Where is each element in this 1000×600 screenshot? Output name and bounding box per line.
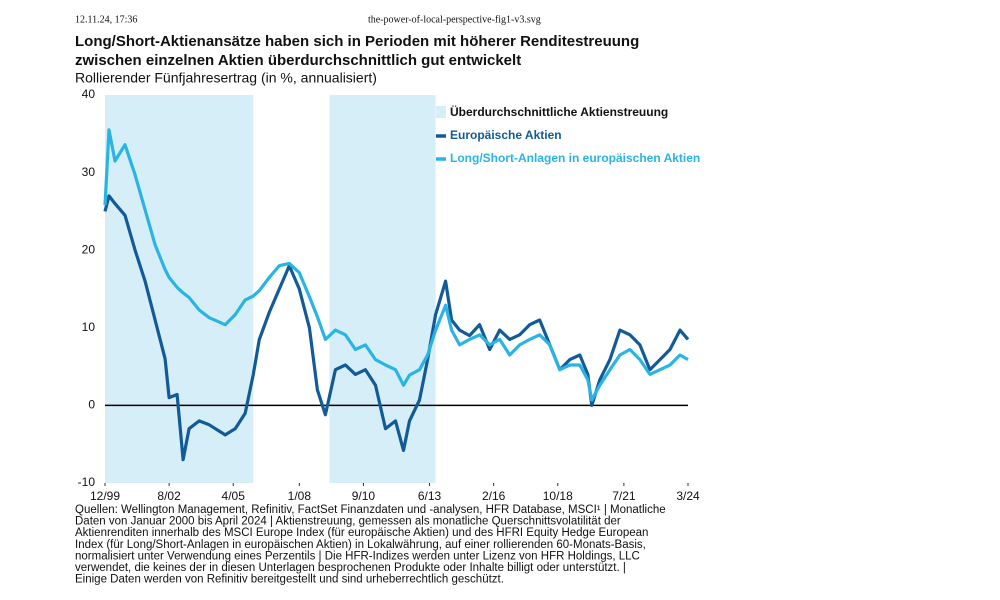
y-tick-label: 20 (82, 242, 96, 256)
x-tick-label: 12/99 (90, 489, 120, 503)
source-note: Aktienrenditen innerhalb des MSCI Europe… (75, 527, 648, 539)
x-tick-label: 1/08 (288, 489, 312, 503)
legend-swatch (436, 106, 446, 118)
x-tick-label: 10/18 (543, 489, 573, 503)
x-tick-label: 3/24 (676, 489, 700, 503)
source-note: Daten von Januar 2000 bis April 2024 | A… (75, 516, 621, 528)
source-note: normalisiert unter Verwendung eines Perz… (75, 550, 640, 562)
x-tick-label: 7/21 (612, 489, 636, 503)
y-tick-label: 40 (82, 87, 96, 101)
y-tick-label: 10 (82, 320, 96, 334)
x-tick-label: 8/02 (157, 489, 181, 503)
legend-label: Europäische Aktien (450, 128, 562, 142)
source-note: verwendet, die keines der in diesen Unte… (75, 562, 626, 574)
y-tick-label: 0 (88, 398, 95, 412)
timestamp: 12.11.24, 17:36 (75, 14, 137, 25)
x-tick-label: 9/10 (352, 489, 376, 503)
legend-label: Überdurchschnittliche Aktienstreuung (450, 104, 668, 119)
x-tick-label: 4/05 (222, 489, 246, 503)
x-tick-label: 6/13 (418, 489, 442, 503)
x-tick-label: 2/16 (482, 489, 506, 503)
legend-label: Long/Short-Anlagen in europäischen Aktie… (450, 151, 700, 165)
series-line (103, 128, 689, 402)
y-tick-label: -10 (78, 475, 96, 489)
chart-title: zwischen einzelnen Aktien überdurchschni… (75, 52, 521, 69)
chart-title: Long/Short-Aktienansätze haben sich in P… (75, 33, 639, 50)
y-tick-label: 30 (82, 165, 96, 179)
file-name: the-power-of-local-perspective-fig1-v3.s… (368, 14, 541, 25)
shaded-period (329, 95, 436, 483)
source-note: Index (für Long/Short-Anlagen in europäi… (75, 539, 646, 551)
source-note: Einige Daten werden von Refinitiv bereit… (75, 574, 504, 586)
source-note: Quellen: Wellington Management, Refiniti… (75, 504, 666, 516)
chart-subtitle: Rollierender Fünfjahresertrag (in %, ann… (75, 70, 377, 86)
